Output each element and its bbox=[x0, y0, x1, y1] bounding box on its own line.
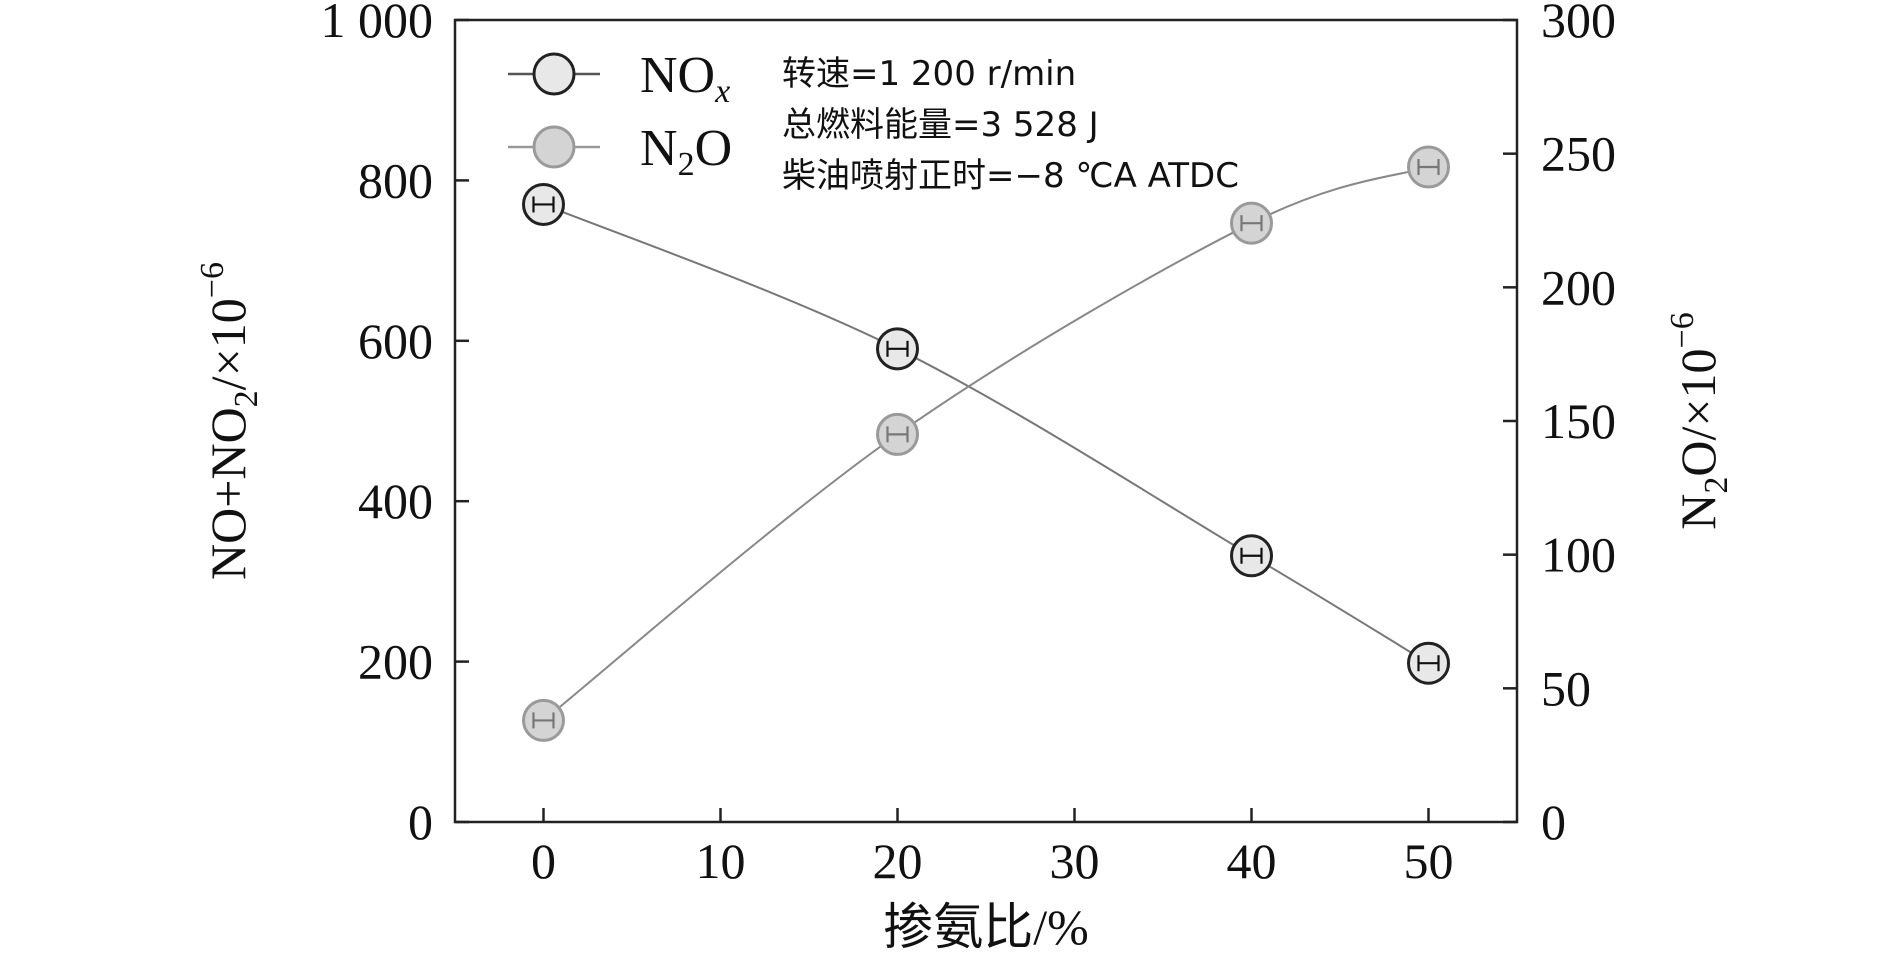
right-y-tick-label-5: 250 bbox=[1541, 126, 1616, 182]
series-0-point-1 bbox=[876, 327, 919, 371]
right-y-tick-label-6: 300 bbox=[1541, 0, 1616, 48]
annotation-block: 转速=1 200 r/min 总燃料能量=3 528 J 柴油喷射正时=−8 ℃… bbox=[782, 54, 1239, 196]
x-axis-title: 掺氨比/% bbox=[883, 899, 1089, 955]
annotation-speed: 转速=1 200 r/min bbox=[782, 54, 1076, 94]
left-y-axis-title: NO+NO2/×10−6 bbox=[194, 262, 265, 580]
series-line-0 bbox=[543, 203, 1430, 665]
series-1-point-2 bbox=[1230, 201, 1273, 245]
x-tick-label-0: 0 bbox=[531, 833, 556, 889]
legend-nox-label: NOx bbox=[640, 47, 730, 110]
right-y-tick-label-2: 100 bbox=[1541, 527, 1616, 583]
annotation-fuel-energy: 总燃料能量=3 528 J bbox=[782, 105, 1099, 145]
x-tick-label-4: 40 bbox=[1227, 833, 1277, 889]
legend: NOx N2O bbox=[508, 47, 732, 183]
right-y-tick-label-3: 150 bbox=[1541, 393, 1616, 449]
annotation-injection-timing: 柴油喷射正时=−8 ℃A ATDC bbox=[782, 156, 1239, 196]
left-y-axis-ticks: 0 200 400 600 800 1 000 bbox=[321, 0, 469, 850]
x-tick-label-2: 20 bbox=[873, 833, 923, 889]
right-y-axis-title: N2O/×10−6 bbox=[1664, 312, 1735, 530]
x-axis-ticks: 0 10 20 30 40 50 bbox=[531, 808, 1454, 889]
right-y-tick-label-0: 0 bbox=[1541, 794, 1566, 850]
x-tick-label-3: 30 bbox=[1050, 833, 1100, 889]
series-layer bbox=[522, 145, 1450, 742]
series-1-point-0 bbox=[522, 698, 565, 742]
left-y-tick-label-2: 400 bbox=[358, 473, 433, 529]
x-tick-label-1: 10 bbox=[696, 833, 746, 889]
right-y-tick-label-1: 50 bbox=[1541, 660, 1591, 716]
series-line-1 bbox=[542, 166, 1429, 722]
legend-n2o-marker bbox=[532, 125, 576, 169]
series-0-point-3 bbox=[1407, 641, 1450, 685]
legend-nox-marker bbox=[532, 52, 576, 96]
x-tick-label-5: 50 bbox=[1404, 833, 1454, 889]
left-y-tick-label-3: 600 bbox=[358, 313, 433, 369]
right-y-axis-ticks: 0 50 100 150 200 250 300 bbox=[1503, 0, 1616, 850]
series-1-point-1 bbox=[876, 412, 919, 456]
left-y-tick-label-5: 1 000 bbox=[321, 0, 434, 48]
left-y-tick-label-1: 200 bbox=[358, 634, 433, 690]
left-y-tick-label-4: 800 bbox=[358, 152, 433, 208]
left-y-tick-label-0: 0 bbox=[408, 794, 433, 850]
series-0-point-2 bbox=[1230, 534, 1273, 578]
legend-n2o-label: N2O bbox=[640, 120, 732, 183]
right-y-tick-label-4: 200 bbox=[1541, 259, 1616, 315]
series-1-point-3 bbox=[1407, 145, 1450, 189]
series-0-point-0 bbox=[522, 182, 565, 226]
